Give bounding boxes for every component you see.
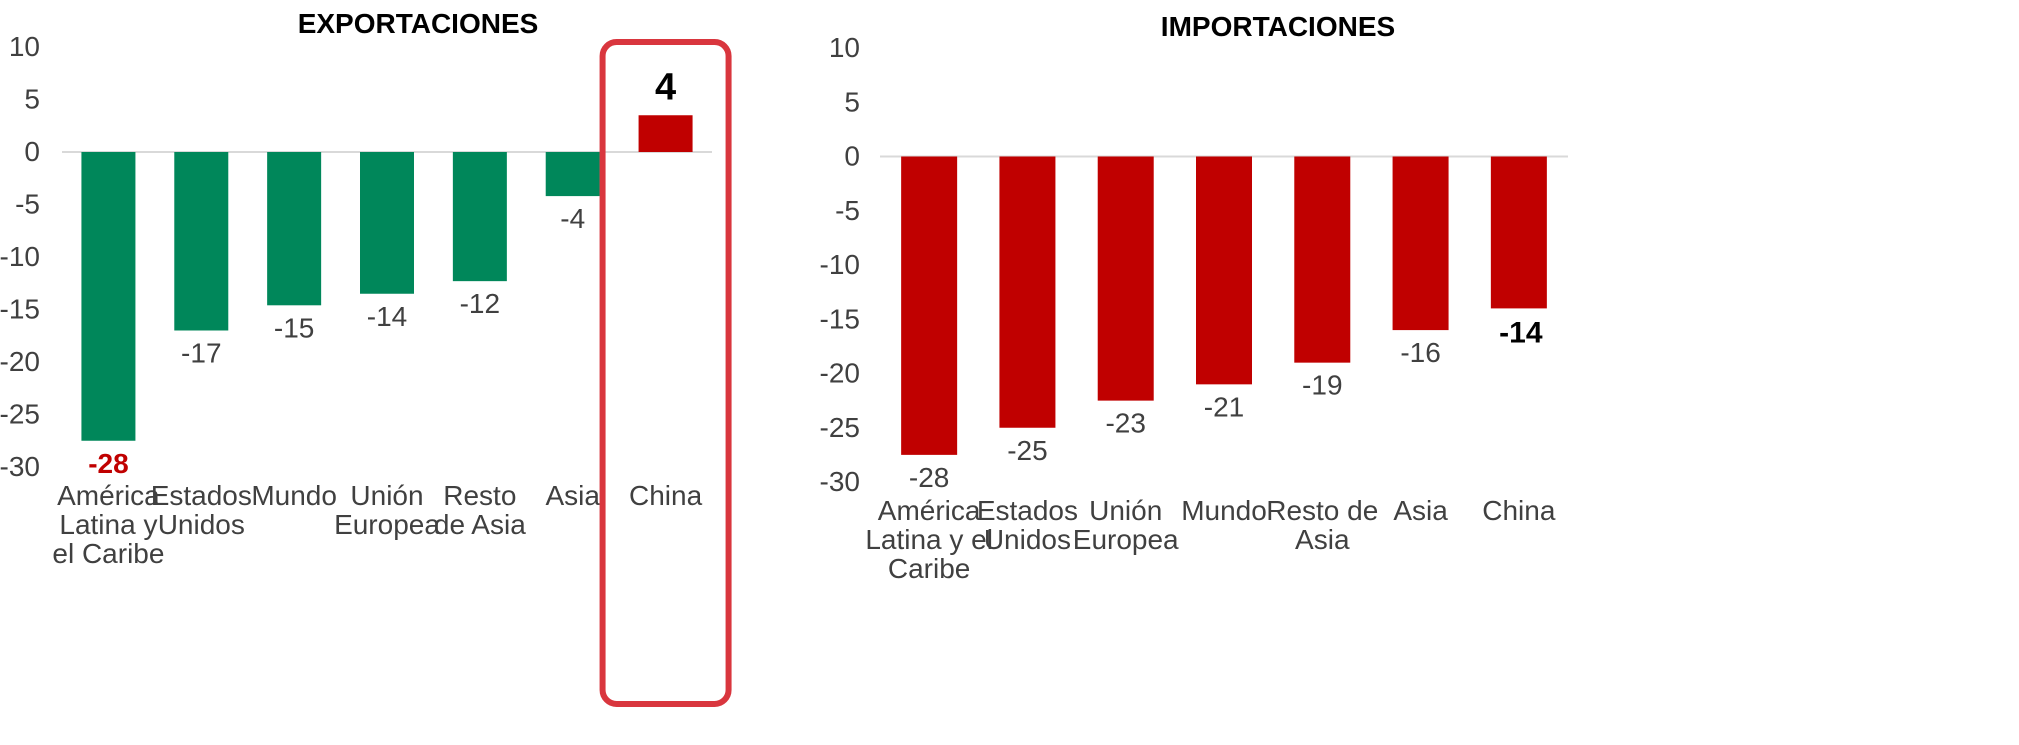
category-label: Europea [334, 509, 440, 540]
data-label: -12 [460, 288, 500, 319]
y-tick-label: -5 [15, 189, 40, 220]
bar [901, 156, 958, 455]
category-label: Latina y [59, 509, 157, 540]
data-label: -4 [560, 203, 585, 234]
y-tick-label: 0 [844, 141, 860, 172]
data-label: -17 [181, 338, 221, 369]
category-label: Unidos [984, 524, 1071, 555]
category-label: América [57, 480, 160, 511]
category-label: el Caribe [52, 538, 164, 569]
chart-title: IMPORTACIONES [1161, 11, 1395, 42]
bar [360, 152, 414, 294]
bar [174, 152, 229, 331]
category-label: Asia [1393, 495, 1448, 526]
bar [267, 152, 322, 306]
bar [1392, 156, 1449, 331]
data-label: -28 [88, 448, 128, 479]
bar [1294, 156, 1351, 363]
y-tick-label: -30 [0, 451, 40, 482]
bar [1490, 156, 1547, 309]
data-label: 4 [655, 66, 676, 108]
chart-title: EXPORTACIONES [298, 8, 539, 39]
category-label: Resto de [1266, 495, 1378, 526]
data-label: -19 [1302, 370, 1342, 401]
category-label: Unión [1089, 495, 1162, 526]
category-label: Unidos [158, 509, 245, 540]
bar [1097, 156, 1154, 401]
bar [452, 152, 507, 282]
category-label: China [629, 480, 703, 511]
bar [999, 156, 1056, 428]
y-tick-label: -10 [0, 241, 40, 272]
y-tick-label: -20 [0, 346, 40, 377]
data-label: -23 [1105, 408, 1145, 439]
bar [1196, 156, 1252, 385]
category-label: Asia [545, 480, 600, 511]
y-tick-label: -15 [820, 303, 860, 334]
data-label: -14 [1499, 316, 1543, 349]
y-tick-label: -30 [820, 466, 860, 497]
y-tick-label: 10 [829, 32, 860, 63]
data-label: -14 [367, 301, 407, 332]
highlight-frame [599, 39, 732, 707]
category-label: América [878, 495, 981, 526]
category-label: China [1482, 495, 1556, 526]
y-tick-label: 0 [24, 136, 40, 167]
category-label: Estados [151, 480, 252, 511]
data-label: -16 [1400, 337, 1440, 368]
category-label: Latina y el [865, 524, 993, 555]
y-tick-label: -5 [835, 195, 860, 226]
category-label: Estados [977, 495, 1078, 526]
y-tick-label: -15 [0, 294, 40, 325]
category-label: de Asia [434, 509, 526, 540]
y-tick-label: 10 [9, 31, 40, 62]
bar [81, 152, 136, 441]
data-label: -21 [1204, 391, 1244, 422]
y-tick-label: -25 [0, 399, 40, 430]
category-label: Asia [1295, 524, 1350, 555]
y-tick-label: -10 [820, 249, 860, 280]
y-tick-label: -25 [820, 412, 860, 443]
category-label: Mundo [251, 480, 337, 511]
category-label: Caribe [888, 553, 970, 584]
data-label: -25 [1007, 435, 1047, 466]
category-label: Europea [1073, 524, 1179, 555]
y-tick-label: 5 [844, 86, 860, 117]
y-tick-label: 5 [24, 84, 40, 115]
bar [638, 115, 693, 152]
data-label: -15 [274, 312, 314, 343]
bar [545, 152, 600, 197]
category-label: Mundo [1181, 495, 1267, 526]
category-label: Unión [350, 480, 423, 511]
data-label: -28 [909, 462, 949, 493]
category-label: Resto [443, 480, 516, 511]
exportaciones-chart: EXPORTACIONES 10 5 0 -5 -10 -15 -20 -25 -30 -28Amé… [0, 8, 732, 707]
importaciones-chart: IMPORTACIONES 10 5 0 -5 -10 -15 -20 -25 -30 -28Amé… [820, 11, 1568, 584]
y-tick-label: -20 [820, 358, 860, 389]
